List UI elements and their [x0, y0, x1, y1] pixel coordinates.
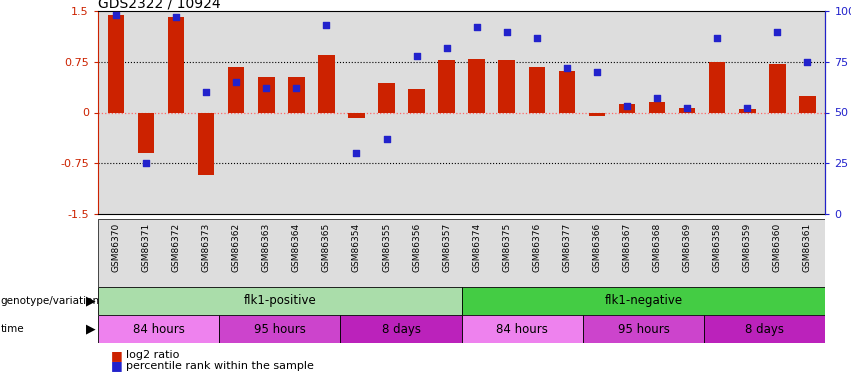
- Bar: [378, 84, 395, 112]
- Point: [260, 85, 273, 91]
- Text: 95 hours: 95 hours: [254, 322, 306, 336]
- Point: [530, 34, 544, 40]
- Point: [199, 89, 213, 95]
- Bar: [318, 55, 334, 112]
- Text: GSM86354: GSM86354: [352, 223, 361, 272]
- Text: GSM86357: GSM86357: [443, 223, 451, 272]
- Point: [680, 105, 694, 111]
- Text: log2 ratio: log2 ratio: [126, 351, 180, 360]
- Bar: [348, 112, 365, 118]
- Text: GSM86371: GSM86371: [141, 223, 151, 272]
- Bar: [709, 62, 726, 112]
- Point: [650, 95, 664, 101]
- Text: ▶: ▶: [86, 322, 96, 336]
- Bar: [739, 109, 756, 112]
- Text: GSM86365: GSM86365: [322, 223, 331, 272]
- Bar: [168, 16, 185, 112]
- Text: ▶: ▶: [86, 294, 96, 307]
- Bar: [98, 315, 220, 343]
- Bar: [769, 64, 785, 112]
- Text: ■: ■: [111, 349, 123, 362]
- Text: GSM86362: GSM86362: [231, 223, 241, 272]
- Text: GSM86360: GSM86360: [773, 223, 782, 272]
- Point: [470, 24, 483, 30]
- Bar: [197, 112, 214, 175]
- Text: 8 days: 8 days: [745, 322, 785, 336]
- Text: GSM86359: GSM86359: [743, 223, 751, 272]
- Bar: [558, 70, 575, 112]
- Text: GDS2322 / 10924: GDS2322 / 10924: [98, 0, 220, 10]
- Point: [620, 104, 634, 110]
- Bar: [98, 287, 461, 315]
- Point: [169, 14, 183, 20]
- Bar: [461, 287, 825, 315]
- Text: 8 days: 8 days: [381, 322, 420, 336]
- Bar: [648, 102, 665, 112]
- Point: [289, 85, 303, 91]
- Bar: [528, 67, 545, 112]
- Text: GSM86358: GSM86358: [713, 223, 722, 272]
- Bar: [258, 77, 275, 112]
- Text: GSM86376: GSM86376: [533, 223, 541, 272]
- Text: genotype/variation: genotype/variation: [1, 296, 100, 306]
- Bar: [288, 77, 305, 112]
- Bar: [589, 112, 605, 116]
- Text: GSM86364: GSM86364: [292, 223, 300, 272]
- Text: flk1-positive: flk1-positive: [243, 294, 316, 307]
- Text: GSM86361: GSM86361: [803, 223, 812, 272]
- Text: GSM86367: GSM86367: [623, 223, 631, 272]
- Point: [440, 45, 454, 51]
- Text: GSM86363: GSM86363: [262, 223, 271, 272]
- Text: GSM86366: GSM86366: [592, 223, 602, 272]
- Point: [740, 105, 754, 111]
- Point: [320, 22, 334, 28]
- Bar: [499, 60, 515, 112]
- Point: [500, 28, 513, 34]
- Text: 84 hours: 84 hours: [496, 322, 548, 336]
- Bar: [408, 89, 425, 112]
- Bar: [619, 104, 636, 112]
- Bar: [220, 315, 340, 343]
- Bar: [228, 67, 244, 112]
- Point: [410, 53, 424, 59]
- Bar: [799, 96, 816, 112]
- Bar: [138, 112, 154, 153]
- Point: [380, 136, 393, 142]
- Point: [350, 150, 363, 156]
- Bar: [461, 315, 583, 343]
- Text: flk1-negative: flk1-negative: [604, 294, 683, 307]
- Text: GSM86375: GSM86375: [502, 223, 511, 272]
- Bar: [438, 60, 455, 112]
- Bar: [340, 315, 461, 343]
- Point: [711, 34, 724, 40]
- Text: 95 hours: 95 hours: [618, 322, 670, 336]
- Point: [560, 65, 574, 71]
- Bar: [468, 58, 485, 112]
- Point: [230, 79, 243, 85]
- Bar: [704, 315, 825, 343]
- Text: GSM86369: GSM86369: [683, 223, 692, 272]
- Text: GSM86355: GSM86355: [382, 223, 391, 272]
- Text: ■: ■: [111, 360, 123, 372]
- Bar: [583, 315, 704, 343]
- Text: GSM86372: GSM86372: [172, 223, 180, 272]
- Text: GSM86373: GSM86373: [202, 223, 210, 272]
- Text: GSM86368: GSM86368: [653, 223, 661, 272]
- Point: [140, 160, 153, 166]
- Bar: [107, 15, 124, 112]
- Text: GSM86356: GSM86356: [412, 223, 421, 272]
- Text: percentile rank within the sample: percentile rank within the sample: [126, 361, 314, 371]
- Point: [770, 28, 784, 34]
- Point: [109, 12, 123, 18]
- Text: 84 hours: 84 hours: [133, 322, 185, 336]
- Point: [801, 59, 814, 65]
- Text: GSM86374: GSM86374: [472, 223, 481, 272]
- Bar: [679, 108, 695, 112]
- Text: GSM86377: GSM86377: [563, 223, 571, 272]
- Text: GSM86370: GSM86370: [111, 223, 120, 272]
- Point: [590, 69, 603, 75]
- Text: time: time: [1, 324, 25, 334]
- Bar: [98, 219, 825, 287]
